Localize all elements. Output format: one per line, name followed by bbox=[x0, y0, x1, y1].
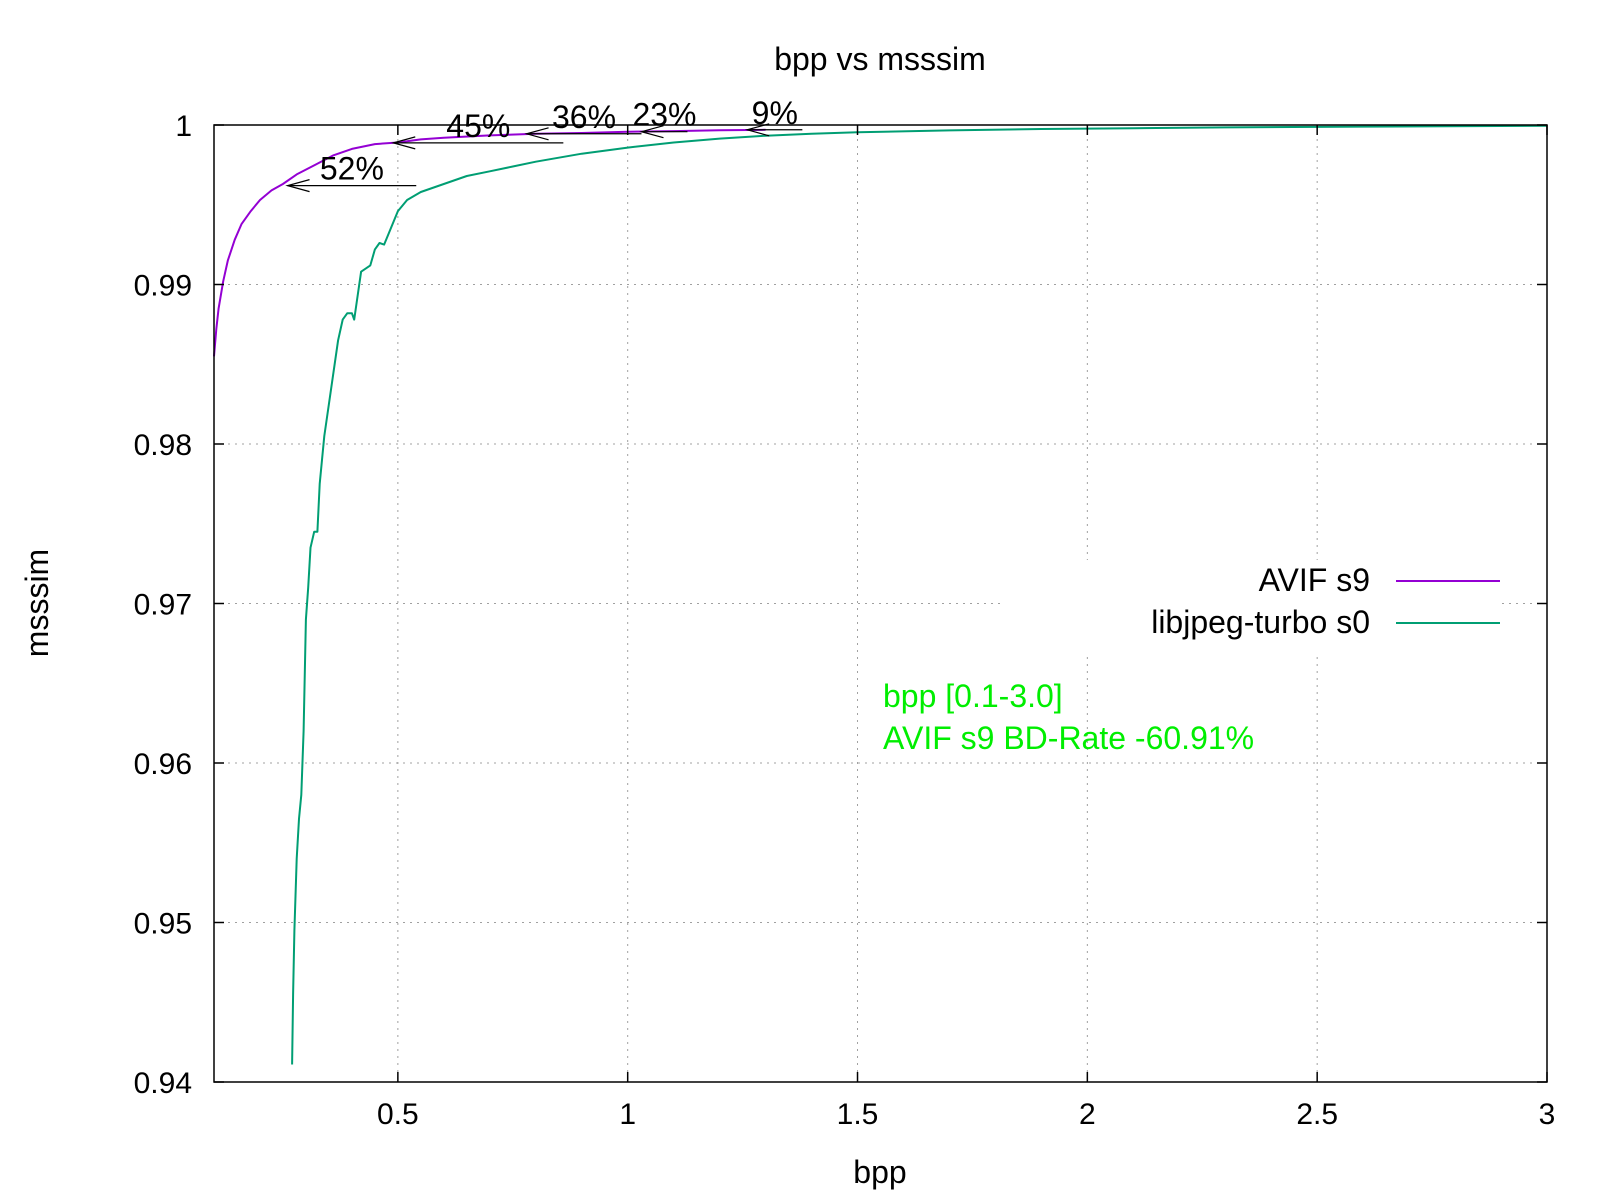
savings-arrowhead bbox=[744, 123, 770, 137]
y-tick-label: 1 bbox=[175, 110, 192, 143]
x-tick-label: 2.5 bbox=[1296, 1098, 1338, 1131]
note-bd-rate: AVIF s9 BD-Rate -60.91% bbox=[883, 720, 1254, 756]
y-tick-label: 0.97 bbox=[134, 589, 192, 622]
y-tick-label: 0.94 bbox=[134, 1067, 192, 1100]
savings-arrowhead bbox=[390, 136, 416, 150]
annotations: 52% 45% 36% 23% 9% bbox=[285, 95, 803, 193]
series-line-avif-s9 bbox=[213, 128, 766, 357]
x-tick-label: 3 bbox=[1539, 1098, 1556, 1131]
x-tick-label: 1 bbox=[619, 1098, 636, 1131]
savings-label: 23% bbox=[632, 97, 696, 133]
savings-label: 9% bbox=[752, 95, 798, 131]
series-lines bbox=[213, 124, 1548, 1065]
x-tick-label: 1.5 bbox=[837, 1098, 879, 1131]
x-tick-label: 2 bbox=[1079, 1098, 1096, 1131]
x-tick-label: 0.5 bbox=[377, 1098, 419, 1131]
y-tick-label: 0.95 bbox=[134, 908, 192, 941]
savings-label: 52% bbox=[320, 151, 384, 187]
series-line-libjpeg-turbo-s0 bbox=[291, 124, 1548, 1065]
axis-ticks: 0.5 1 1.5 2 2.5 3 0.94 0.95 0.96 0.97 0.98 0.99 1 bbox=[134, 110, 1556, 1131]
savings-arrowhead bbox=[524, 127, 549, 141]
legend-label-libjpeg: libjpeg-turbo s0 bbox=[1151, 604, 1370, 640]
savings-arrowhead bbox=[639, 125, 664, 139]
note-bpp-range: bpp [0.1-3.0] bbox=[883, 678, 1063, 714]
x-axis-label: bpp bbox=[853, 1154, 906, 1190]
savings-label: 36% bbox=[552, 99, 616, 135]
legend-label-avif: AVIF s9 bbox=[1259, 562, 1370, 598]
y-tick-label: 0.96 bbox=[134, 748, 192, 781]
y-tick-label: 0.99 bbox=[134, 270, 192, 303]
chart-title: bpp vs msssim bbox=[774, 41, 986, 77]
legend-background bbox=[1000, 560, 1500, 652]
y-tick-label: 0.98 bbox=[134, 429, 192, 462]
savings-arrowhead bbox=[285, 179, 310, 193]
legend: AVIF s9 libjpeg-turbo s0 bbox=[1000, 560, 1500, 652]
y-axis-label: msssim bbox=[19, 549, 55, 657]
grid bbox=[214, 125, 1547, 1082]
savings-label: 45% bbox=[446, 108, 510, 144]
